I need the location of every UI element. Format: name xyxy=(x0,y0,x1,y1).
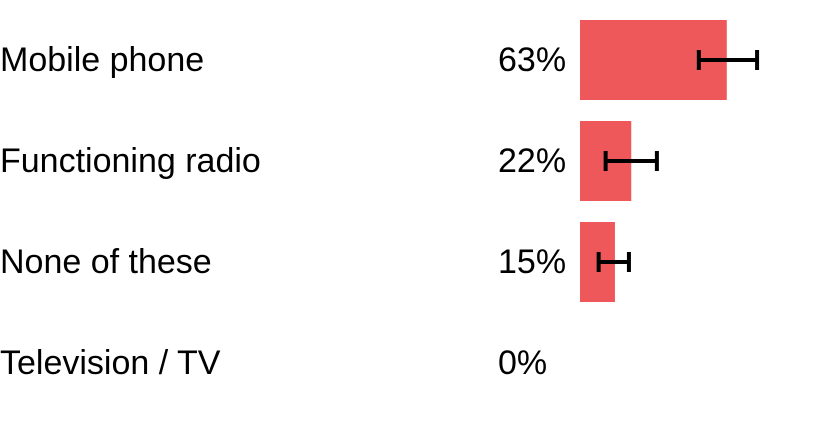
category-label: None of these xyxy=(0,243,212,281)
value-label: 0% xyxy=(498,344,547,382)
value-label: 63% xyxy=(498,41,566,79)
category-label: Functioning radio xyxy=(0,142,261,180)
value-label: 15% xyxy=(498,243,566,281)
category-label: Mobile phone xyxy=(0,41,204,79)
category-label: Television / TV xyxy=(0,344,221,382)
value-label: 22% xyxy=(498,142,566,180)
